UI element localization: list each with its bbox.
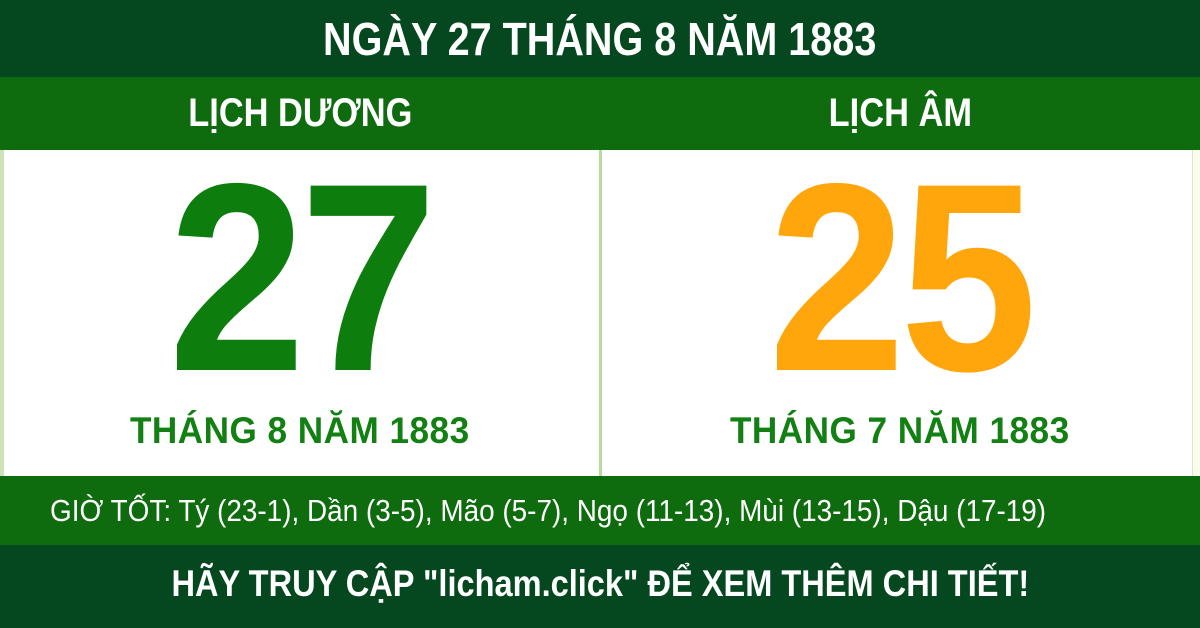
calendar-type-bar: LỊCH DƯƠNG LỊCH ÂM — [0, 77, 1200, 150]
solar-day-number: 27 — [168, 127, 437, 427]
page-title: NGÀY 27 THÁNG 8 NĂM 1883 — [323, 12, 877, 65]
lunar-calendar-label: LỊCH ÂM — [828, 91, 972, 135]
left-edge-accent — [0, 150, 4, 476]
solar-calendar-label: LỊCH DƯƠNG — [187, 91, 413, 135]
good-hours-bar: GIỜ TỐT: Tý (23-1), Dần (3-5), Mão (5-7)… — [0, 476, 1200, 545]
panel-divider — [599, 150, 602, 476]
solar-month-year: THÁNG 8 NĂM 1883 — [130, 410, 470, 451]
lunar-label-cell: LỊCH ÂM — [600, 77, 1200, 150]
good-hours-text: GIỜ TỐT: Tý (23-1), Dần (3-5), Mão (5-7)… — [50, 492, 1047, 528]
lunar-day-number: 25 — [768, 127, 1037, 427]
footer-cta-bar: HÃY TRUY CẬP "licham.click" ĐỂ XEM THÊM … — [0, 545, 1200, 628]
lunar-day-panel: 25 THÁNG 7 NĂM 1883 — [600, 127, 1200, 476]
lunar-month-year: THÁNG 7 NĂM 1883 — [730, 410, 1070, 451]
solar-day-panel: 27 THÁNG 8 NĂM 1883 — [0, 127, 600, 476]
footer-cta-text: HÃY TRUY CẬP "licham.click" ĐỂ XEM THÊM … — [171, 563, 1029, 604]
solar-label-cell: LỊCH DƯƠNG — [0, 77, 600, 150]
date-header: NGÀY 27 THÁNG 8 NĂM 1883 — [0, 0, 1200, 77]
right-edge-accent — [1192, 150, 1200, 476]
day-panels: 27 THÁNG 8 NĂM 1883 25 THÁNG 7 NĂM 1883 — [0, 127, 1200, 476]
